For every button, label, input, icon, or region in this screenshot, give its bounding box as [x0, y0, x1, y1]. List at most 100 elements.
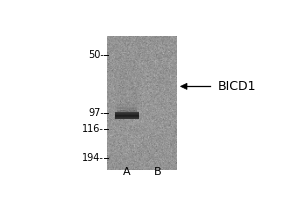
Bar [107, 105, 177, 107]
Bar [115, 81, 139, 83]
Bar [107, 75, 177, 77]
Bar [107, 133, 177, 135]
Bar [107, 82, 177, 83]
Bar [107, 77, 177, 78]
Bar [117, 110, 137, 111]
Bar [107, 41, 177, 43]
Bar [115, 104, 139, 105]
Bar [107, 142, 177, 144]
Bar [107, 132, 177, 133]
Bar [107, 60, 177, 61]
Bar [107, 117, 177, 118]
Bar [107, 165, 177, 167]
Bar [107, 65, 177, 66]
Bar [107, 90, 177, 92]
Bar [107, 137, 177, 138]
Bar [115, 61, 139, 62]
Bar [107, 145, 177, 147]
Bar [117, 104, 137, 105]
Text: B: B [153, 167, 161, 177]
Bar [107, 97, 177, 98]
Bar [107, 87, 177, 88]
Bar [107, 46, 177, 48]
Bar [107, 92, 177, 93]
Bar [107, 40, 177, 41]
Bar [107, 135, 177, 137]
Bar [107, 115, 177, 117]
Bar [107, 45, 177, 46]
Bar [107, 127, 177, 128]
Polygon shape [181, 83, 187, 89]
Bar [115, 72, 139, 73]
Bar [107, 50, 177, 51]
Bar [115, 65, 139, 66]
Bar [107, 85, 177, 87]
Bar [107, 70, 177, 71]
Bar [117, 107, 137, 109]
Bar [117, 103, 137, 105]
Text: A: A [123, 167, 131, 177]
Bar [115, 101, 139, 102]
Bar [115, 116, 139, 117]
Bar [107, 123, 177, 125]
Bar [107, 113, 177, 115]
Bar [115, 97, 139, 98]
Bar [115, 76, 139, 77]
Bar [107, 100, 177, 102]
Bar [115, 114, 139, 115]
Bar [115, 79, 139, 80]
Bar [107, 98, 177, 100]
Bar [107, 150, 177, 152]
Bar [107, 147, 177, 149]
Bar [107, 112, 177, 113]
Text: 50-: 50- [88, 50, 104, 60]
Bar [107, 83, 177, 85]
Bar [107, 95, 177, 97]
Bar [115, 99, 139, 101]
Bar [107, 108, 177, 110]
Text: 97-: 97- [88, 108, 104, 118]
Bar [107, 36, 177, 38]
Bar [107, 73, 177, 75]
Bar [107, 103, 177, 105]
Bar [115, 77, 139, 79]
Bar [107, 80, 177, 82]
Bar [115, 112, 139, 113]
Bar [115, 75, 139, 76]
Bar [115, 105, 139, 106]
Bar [107, 118, 177, 120]
Bar [107, 160, 177, 162]
Bar [107, 167, 177, 169]
Bar [115, 98, 139, 99]
Bar [107, 71, 177, 73]
Bar [107, 56, 177, 58]
Bar [107, 128, 177, 130]
Bar [115, 118, 139, 119]
Bar [115, 86, 139, 87]
Bar [107, 130, 177, 132]
Bar [107, 138, 177, 140]
Bar [107, 58, 177, 60]
Bar [117, 105, 137, 106]
Bar [115, 73, 139, 75]
Bar [115, 115, 139, 116]
Bar [115, 111, 139, 112]
Bar [115, 87, 139, 88]
Bar [117, 111, 137, 112]
Bar [115, 102, 139, 104]
Bar [107, 154, 177, 155]
Bar [107, 36, 177, 170]
Bar [117, 109, 137, 110]
Bar [115, 69, 139, 70]
Bar [117, 110, 137, 112]
Bar [107, 140, 177, 142]
Bar [115, 94, 139, 95]
Bar [115, 62, 139, 63]
Bar [115, 63, 139, 65]
Bar [107, 48, 177, 50]
Text: 194-: 194- [82, 153, 104, 163]
Bar [115, 112, 139, 113]
Bar [107, 149, 177, 150]
Bar [107, 122, 177, 123]
Bar [115, 108, 139, 109]
